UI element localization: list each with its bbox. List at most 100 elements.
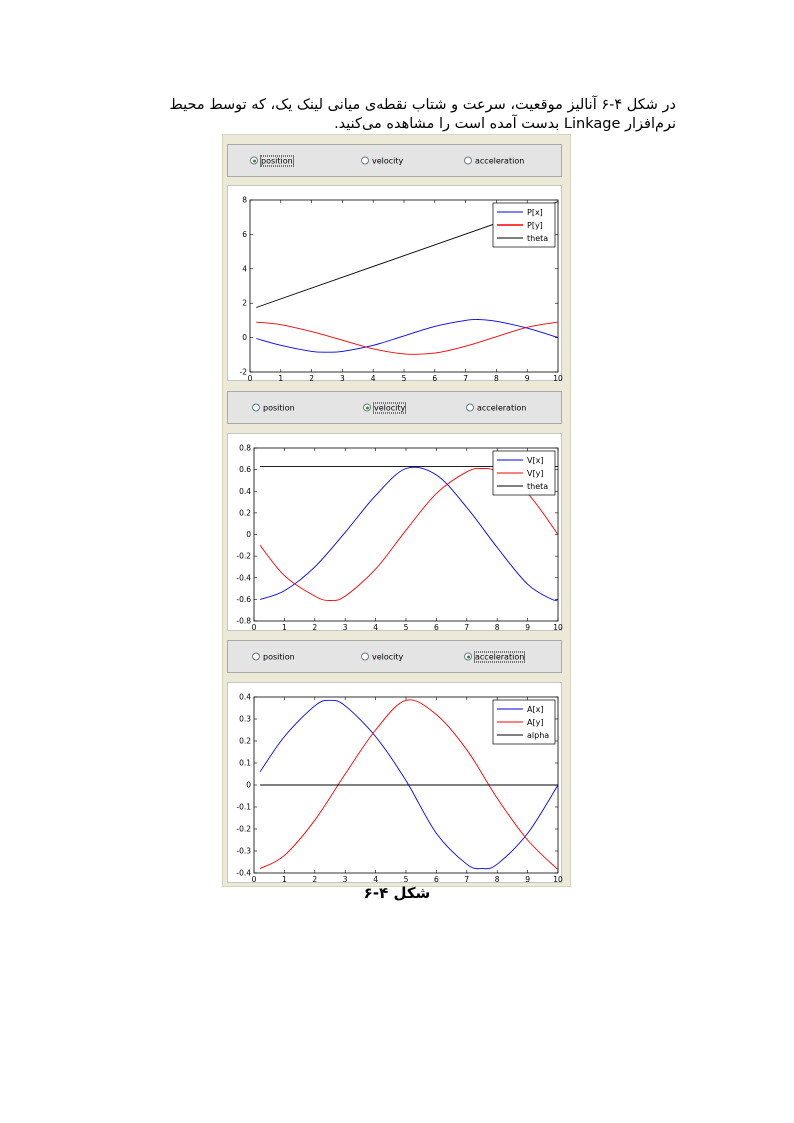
- series-line-ay: [259, 699, 558, 871]
- figure-4-6: position velocity acceleration 0 1 2 3 4 5 6 7 8…: [223, 135, 570, 886]
- x-tick-label: 3: [343, 623, 348, 632]
- radio-dot-icon: [363, 403, 371, 412]
- radio-label: velocity: [372, 156, 404, 165]
- y-tick-label: 0: [246, 530, 251, 539]
- y-tick-label: -0.4: [236, 869, 251, 878]
- velocity-chart: 0 1 2 3 4 5 6 7 8 9 10 0.8 0.6 0.4 0.2 0 -0.2 -0.4 -0.6 -0.…: [236, 444, 563, 633]
- y-tick-label: -0.8: [236, 617, 251, 626]
- radio-position[interactable]: position: [250, 155, 294, 166]
- x-tick-label: 7: [464, 875, 469, 884]
- radio-label: velocity: [372, 652, 404, 661]
- radio-label: position: [263, 403, 295, 412]
- y-tick-label: 0.1: [239, 759, 251, 768]
- legend-label: alpha: [527, 731, 549, 740]
- x-tick-label: 5: [404, 623, 409, 632]
- legend-label: A[x]: [527, 705, 543, 714]
- legend-label: A[y]: [527, 718, 543, 727]
- x-tick-label: 2: [309, 374, 314, 382]
- x-tick-label: 10: [553, 875, 563, 884]
- radio-dot-icon: [250, 156, 258, 165]
- radio-dot-icon: [361, 156, 369, 165]
- y-tick-label: 0.6: [239, 465, 251, 474]
- radio-acceleration[interactable]: acceleration: [464, 156, 524, 165]
- y-tick-label: -0.4: [236, 573, 251, 582]
- y-tick-label: -0.1: [236, 803, 251, 812]
- radio-dot-icon: [252, 652, 260, 661]
- acceleration-plot: 0 1 2 3 4 5 6 7 8 9 10 0.4 0.3 0.2 0.1 0 -0.1 -0.2 -0.3 -0.…: [227, 682, 563, 885]
- x-tick-label: 6: [432, 374, 437, 382]
- y-tick-label: 0.8: [239, 444, 251, 453]
- y-tick-label: 0: [242, 333, 247, 342]
- x-tick-label: 1: [282, 623, 287, 632]
- series-line-ax: [259, 699, 558, 870]
- radio-velocity[interactable]: velocity: [361, 652, 403, 661]
- y-tick-label: 0: [246, 781, 251, 790]
- x-tick-label: 0: [252, 875, 257, 884]
- y-tick-label: -2: [240, 368, 248, 377]
- legend-label: P[y]: [527, 221, 543, 230]
- y-tick-label: 0.2: [239, 737, 251, 746]
- radio-velocity[interactable]: velocity: [361, 156, 403, 165]
- series-line-vx: [259, 466, 558, 601]
- radio-label: position: [263, 652, 295, 661]
- x-tick-label: 4: [371, 374, 376, 382]
- x-tick-label: 10: [553, 374, 563, 382]
- x-tick-label: 9: [525, 374, 530, 382]
- radio-acceleration[interactable]: acceleration: [466, 403, 526, 412]
- x-tick-label: 2: [312, 623, 317, 632]
- position-plot: 0 1 2 3 4 5 6 7 8 9 10 8 6 4 2 0 -2 P[x] P[y] theta: [227, 185, 563, 383]
- radio-label: acceleration: [477, 403, 527, 412]
- x-tick-label: 8: [495, 623, 500, 632]
- x-tick-label: 3: [340, 374, 345, 382]
- acceleration-chart: 0 1 2 3 4 5 6 7 8 9 10 0.4 0.3 0.2 0.1 0 -0.1 -0.2 -0.3 -0.…: [236, 693, 563, 885]
- x-tick-label: 6: [434, 875, 439, 884]
- legend-label: P[x]: [527, 208, 543, 217]
- x-tick-label: 1: [282, 875, 287, 884]
- radio-dot-icon: [466, 403, 474, 412]
- mode-panel-position: position velocity acceleration: [227, 144, 562, 177]
- radio-dot-icon: [361, 652, 369, 661]
- y-tick-label: 6: [242, 230, 247, 239]
- radio-position[interactable]: position: [252, 403, 295, 412]
- radio-dot-icon: [252, 403, 260, 412]
- legend-label: V[x]: [527, 456, 543, 465]
- x-tick-label: 8: [495, 875, 500, 884]
- x-tick-label: 2: [312, 875, 317, 884]
- legend-label: theta: [527, 482, 548, 491]
- x-tick-label: 8: [494, 374, 499, 382]
- x-tick-label: 10: [553, 623, 563, 632]
- legend-label: theta: [527, 234, 548, 243]
- y-tick-label: -0.2: [236, 825, 251, 834]
- x-tick-label: 0: [252, 623, 257, 632]
- radio-dot-icon: [464, 156, 472, 165]
- radio-position[interactable]: position: [252, 652, 295, 661]
- series-line-py: [256, 321, 558, 355]
- mode-panel-velocity: position velocity acceleration: [227, 391, 562, 424]
- x-tick-label: 3: [343, 875, 348, 884]
- mode-panel-acceleration: position velocity acceleration: [227, 640, 562, 673]
- radio-label: acceleration: [473, 651, 526, 662]
- y-tick-label: -0.2: [236, 552, 251, 561]
- radio-acceleration[interactable]: acceleration: [464, 651, 526, 662]
- radio-label: acceleration: [475, 156, 525, 165]
- x-tick-label: 6: [434, 623, 439, 632]
- radio-label: position: [260, 155, 294, 166]
- radio-label: velocity: [372, 402, 407, 413]
- y-tick-label: -0.3: [236, 847, 251, 856]
- radio-dot-icon: [464, 652, 472, 661]
- x-tick-label: 0: [248, 374, 253, 382]
- x-tick-label: 4: [373, 623, 378, 632]
- radio-velocity[interactable]: velocity: [363, 402, 407, 413]
- x-tick-label: 5: [404, 875, 409, 884]
- y-tick-label: 0.3: [239, 715, 251, 724]
- y-tick-label: 8: [242, 196, 247, 205]
- x-tick-label: 1: [278, 374, 283, 382]
- x-tick-label: 9: [525, 623, 530, 632]
- x-tick-label: 5: [402, 374, 407, 382]
- series-line-px: [256, 318, 558, 353]
- legend-label: V[y]: [527, 469, 543, 478]
- y-tick-label: 0.4: [239, 693, 251, 702]
- x-tick-label: 4: [373, 875, 378, 884]
- intro-paragraph: در شکل ۴-۶ آنالیز موقعیت، سرعت و شتاب نق…: [169, 97, 676, 132]
